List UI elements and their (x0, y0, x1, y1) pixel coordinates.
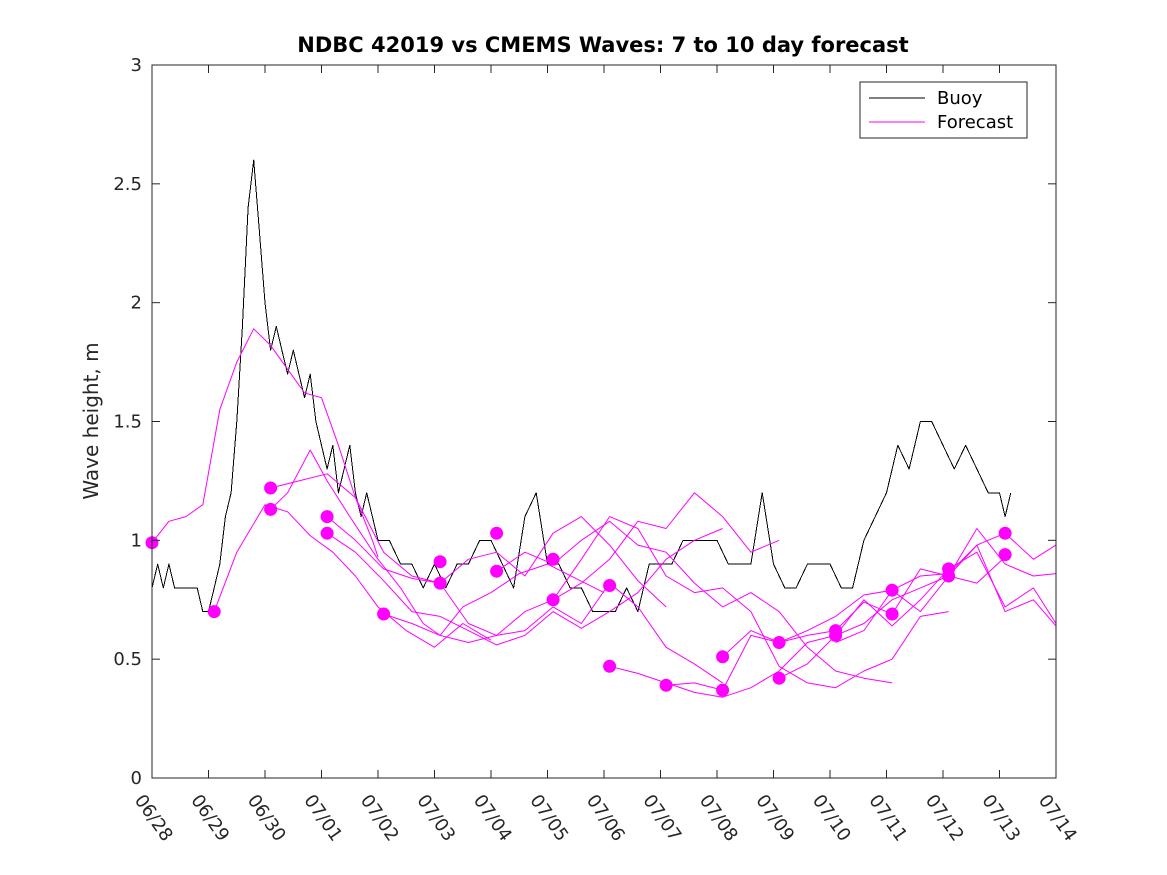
y-tick-label: 1 (131, 530, 142, 551)
x-tick-label: 06/30 (243, 791, 290, 846)
x-tick-label: 07/01 (299, 791, 346, 846)
forecast-start-marker (829, 628, 843, 642)
x-tick-label: 07/03 (412, 791, 459, 846)
forecast-series-line-2 (213, 504, 492, 648)
x-tick-label: 07/09 (751, 791, 798, 846)
forecast-start-marker (885, 607, 899, 621)
plot-background (152, 65, 1056, 778)
forecast-start-marker (546, 552, 560, 566)
forecast-start-marker (433, 576, 447, 590)
forecast-start-marker (490, 526, 504, 540)
forecast-series-line-1 (151, 328, 379, 558)
forecast-series-line-4 (270, 473, 667, 608)
x-tick-label: 06/29 (186, 791, 233, 846)
x-tick-label: 07/08 (695, 791, 742, 846)
plot-area (152, 65, 1056, 778)
forecast-series-line-8 (496, 520, 893, 684)
y-axis-label: Wave height, m (79, 342, 103, 499)
forecast-series-line-5 (326, 516, 723, 684)
chart-title: NDBC 42019 vs CMEMS Waves: 7 to 10 day f… (297, 33, 908, 57)
y-tick-label: 2.5 (113, 174, 142, 195)
forecast-start-marker (716, 650, 730, 664)
x-tick-label: 07/06 (582, 791, 629, 846)
marker-layer (145, 481, 1012, 697)
x-tick-label: 07/05 (525, 791, 572, 846)
x-tick-label: 07/04 (469, 791, 516, 846)
x-tick-label: 07/14 (1034, 791, 1081, 846)
legend-box (859, 81, 1028, 139)
forecast-series-line-7 (383, 492, 780, 643)
x-tick-label: 07/10 (808, 791, 855, 846)
x-tick-label: 07/13 (977, 791, 1024, 846)
legend-buoy-label: Buoy (937, 88, 983, 109)
x-tick-label: 07/07 (638, 791, 685, 846)
forecast-series-line-11 (666, 532, 1057, 691)
legend-forecast-label: Forecast (937, 112, 1013, 133)
forecast-start-marker (546, 593, 560, 607)
y-tick-label: 3 (131, 55, 142, 76)
forecast-start-marker (264, 502, 278, 516)
forecast-start-marker (207, 605, 221, 619)
y-tick-label: 2 (131, 293, 142, 314)
forecast-start-marker (264, 481, 278, 495)
forecast-start-marker (716, 683, 730, 697)
y-tick-label: 1.5 (113, 412, 142, 433)
forecast-start-marker (433, 555, 447, 569)
forecast-start-marker (320, 526, 334, 540)
forecast-start-marker (942, 569, 956, 583)
forecast-start-marker (772, 671, 786, 685)
forecast-start-marker (320, 510, 334, 524)
forecast-series-line-6 (326, 528, 723, 646)
forecast-start-marker (659, 678, 673, 692)
forecast-series-line-10 (609, 556, 1006, 698)
forecast-start-marker (603, 579, 617, 592)
forecast-start-marker (998, 548, 1012, 562)
forecast-series-line-3 (270, 449, 605, 636)
forecast-start-marker (490, 564, 504, 578)
forecast-series-line-13 (778, 551, 1057, 679)
x-tick-label: 07/02 (356, 791, 403, 846)
x-tick-label: 07/12 (921, 791, 968, 846)
forecast-start-marker (772, 636, 786, 649)
forecast-start-marker (885, 583, 899, 597)
x-tick-label: 06/28 (130, 791, 177, 846)
x-tick-label: 07/11 (864, 791, 911, 846)
legend: Buoy Forecast (859, 81, 1028, 139)
y-tick-label: 0.5 (113, 649, 142, 670)
forecast-start-marker (998, 526, 1012, 540)
buoy-series-line (151, 159, 1012, 613)
forecast-start-marker (377, 607, 391, 621)
y-tick-label: 0 (131, 768, 142, 789)
forecast-series-line-9 (552, 516, 949, 689)
forecast-start-marker (603, 659, 617, 673)
